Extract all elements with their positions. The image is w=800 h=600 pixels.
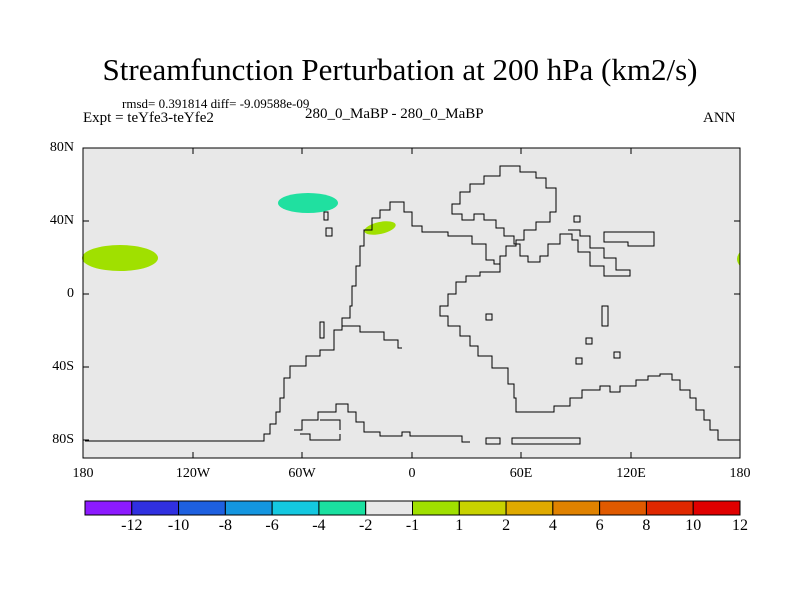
colorbar-box-0 bbox=[84, 500, 133, 516]
map-panel bbox=[83, 148, 740, 458]
lon-label-60w: 60W bbox=[288, 466, 316, 481]
experiment-label: Expt = teYfe3-teYfe2 bbox=[83, 110, 214, 126]
colorbar-label: -8 bbox=[218, 517, 233, 534]
colorbar-label: 8 bbox=[642, 517, 651, 534]
map-title: Streamfunction Perturbation at 200 hPa (… bbox=[102, 52, 698, 87]
lat-label-40n: 40N bbox=[49, 213, 74, 228]
colorbar-label: 2 bbox=[502, 517, 511, 534]
stats-text: rmsd= 0.391814 diff= -9.09588e-09 bbox=[122, 96, 310, 111]
colorbar-box-12 bbox=[645, 500, 694, 516]
lat-label-80n: 80N bbox=[49, 140, 74, 155]
lon-label-180w: 180 bbox=[72, 466, 94, 481]
colorbar-box-5 bbox=[318, 500, 367, 516]
colorbar-label: 6 bbox=[595, 517, 604, 534]
colorbar-label: 10 bbox=[685, 517, 702, 534]
colorbar-box-3 bbox=[224, 500, 273, 516]
colorbar-label: -2 bbox=[359, 517, 373, 534]
colorbar-box-13 bbox=[692, 500, 741, 516]
lat-label-80s: 80S bbox=[52, 432, 74, 447]
colorbar-box-10 bbox=[552, 500, 601, 516]
colorbar-box-6 bbox=[365, 500, 413, 516]
colorbar-label: 12 bbox=[732, 517, 748, 534]
lon-label-180e: 180 bbox=[729, 466, 751, 481]
colorbar bbox=[84, 500, 741, 516]
anomaly-dateline-edge bbox=[737, 252, 740, 266]
season-label: ANN bbox=[703, 110, 736, 126]
lon-label-120w: 120W bbox=[175, 466, 211, 481]
colorbar-label: -6 bbox=[265, 517, 279, 534]
colorbar-label: -12 bbox=[121, 517, 143, 534]
colorbar-box-11 bbox=[599, 500, 647, 516]
colorbar-label: 4 bbox=[548, 517, 557, 534]
colorbar-label: -1 bbox=[405, 517, 420, 534]
lon-label-120e: 120E bbox=[616, 466, 646, 481]
colorbar-label: -4 bbox=[312, 517, 326, 534]
lat-label-40s: 40S bbox=[52, 359, 74, 374]
colorbar-box-4 bbox=[271, 500, 320, 516]
colorbar-box-2 bbox=[178, 500, 226, 516]
lon-label-60e: 60E bbox=[509, 466, 533, 481]
colorbar-box-8 bbox=[458, 500, 507, 516]
anomaly-north-atlantic bbox=[278, 193, 338, 213]
case-label: 280_0_MaBP - 280_0_MaBP bbox=[305, 106, 484, 122]
colorbar-box-1 bbox=[131, 500, 180, 516]
colorbar-label: 1 bbox=[455, 517, 464, 534]
coastlines bbox=[85, 165, 740, 445]
anomaly-north-pacific bbox=[82, 245, 158, 271]
colorbar-box-9 bbox=[505, 500, 554, 516]
colorbar-label: -10 bbox=[167, 517, 190, 534]
lon-label-0: 0 bbox=[408, 466, 416, 481]
axis-ticks bbox=[83, 147, 740, 458]
colorbar-box-7 bbox=[412, 500, 460, 516]
lat-label-eq: 0 bbox=[67, 286, 74, 301]
